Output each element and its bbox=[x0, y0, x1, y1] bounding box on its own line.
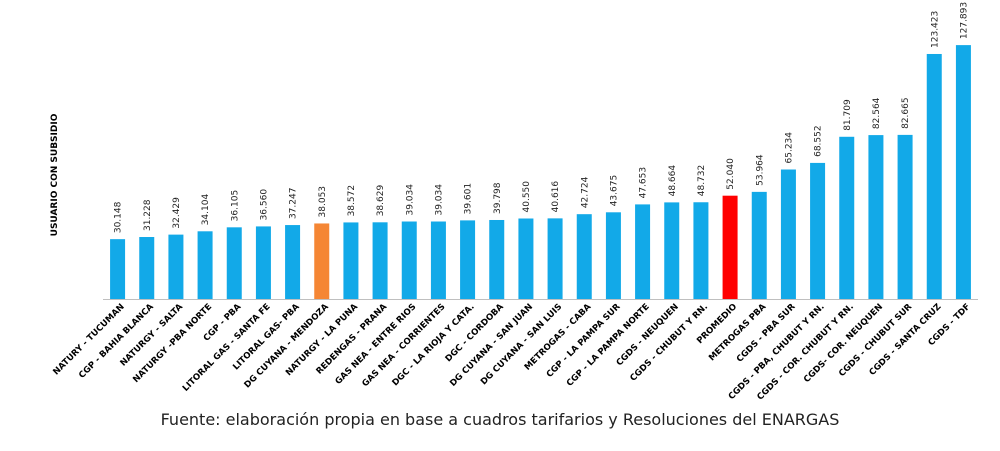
data-labels-layer: 30.148 31.228 32.429 34.104 36.105 36.560 37.2… bbox=[114, 2, 970, 233]
data-label-10: 39.034 bbox=[405, 184, 415, 216]
data-label-27: 82.665 bbox=[901, 97, 911, 129]
data-label-29: 127.893 bbox=[959, 2, 969, 39]
bar-16 bbox=[576, 214, 592, 299]
bar-11 bbox=[430, 221, 446, 299]
data-label-19: 48.664 bbox=[668, 165, 678, 197]
data-label-11: 39.034 bbox=[434, 184, 444, 216]
bar-21 bbox=[722, 195, 738, 299]
data-label-25: 81.709 bbox=[843, 99, 853, 131]
bar-27 bbox=[897, 134, 913, 299]
data-label-21: 52.040 bbox=[726, 158, 736, 190]
y-axis-label: USUARIO CON SUBSIDIO bbox=[50, 113, 60, 236]
data-label-20: 48.732 bbox=[697, 165, 707, 197]
bar-25 bbox=[839, 136, 855, 299]
bar-26 bbox=[868, 135, 884, 299]
bar-29 bbox=[955, 45, 971, 299]
bar-1 bbox=[139, 237, 155, 299]
bar-2 bbox=[168, 234, 184, 299]
bar-9 bbox=[372, 222, 388, 299]
data-label-22: 53.964 bbox=[755, 154, 765, 186]
bar-22 bbox=[751, 191, 767, 299]
bar-20 bbox=[693, 202, 709, 299]
data-label-3: 34.104 bbox=[201, 194, 211, 226]
bar-24 bbox=[810, 162, 826, 299]
bar-7 bbox=[314, 223, 330, 299]
bar-17 bbox=[605, 212, 621, 299]
bar-4 bbox=[226, 227, 242, 299]
bar-8 bbox=[343, 222, 359, 299]
data-label-13: 39.798 bbox=[493, 182, 503, 214]
bar-5 bbox=[255, 226, 271, 299]
data-label-15: 40.616 bbox=[551, 181, 561, 213]
data-label-18: 47.653 bbox=[639, 167, 649, 199]
bar-12 bbox=[460, 220, 476, 299]
data-label-23: 65.234 bbox=[784, 132, 794, 164]
data-label-1: 31.228 bbox=[143, 199, 153, 231]
bar-15 bbox=[547, 218, 563, 299]
bar-18 bbox=[635, 204, 651, 299]
bar-23 bbox=[780, 169, 796, 299]
data-label-14: 40.550 bbox=[522, 181, 532, 213]
data-label-0: 30.148 bbox=[114, 201, 124, 233]
bar-13 bbox=[489, 219, 505, 299]
bars-layer bbox=[103, 45, 978, 300]
data-label-16: 42.724 bbox=[580, 176, 590, 208]
source-caption: Fuente: elaboración propia en base a cua… bbox=[160, 410, 840, 429]
data-label-2: 32.429 bbox=[172, 197, 182, 229]
bar-6 bbox=[285, 225, 301, 299]
bar-14 bbox=[518, 218, 534, 299]
data-label-6: 37.247 bbox=[289, 188, 299, 220]
data-label-5: 36.560 bbox=[259, 189, 269, 221]
bar-0 bbox=[110, 239, 126, 299]
data-label-7: 38.053 bbox=[318, 186, 328, 218]
data-label-26: 82.564 bbox=[872, 97, 882, 129]
bar-28 bbox=[926, 53, 942, 300]
data-label-9: 38.629 bbox=[376, 185, 386, 217]
bar-3 bbox=[197, 231, 213, 299]
bar-chart: USUARIO CON SUBSIDIO 30.148 31.228 32.429 3… bbox=[50, 2, 978, 403]
data-label-8: 38.572 bbox=[347, 185, 357, 217]
data-label-12: 39.601 bbox=[464, 183, 474, 215]
data-label-17: 43.675 bbox=[609, 175, 619, 207]
bar-19 bbox=[664, 202, 680, 299]
data-label-4: 36.105 bbox=[230, 190, 240, 222]
data-label-28: 123.423 bbox=[930, 11, 940, 48]
bar-10 bbox=[401, 221, 417, 299]
data-label-24: 68.552 bbox=[814, 125, 824, 157]
